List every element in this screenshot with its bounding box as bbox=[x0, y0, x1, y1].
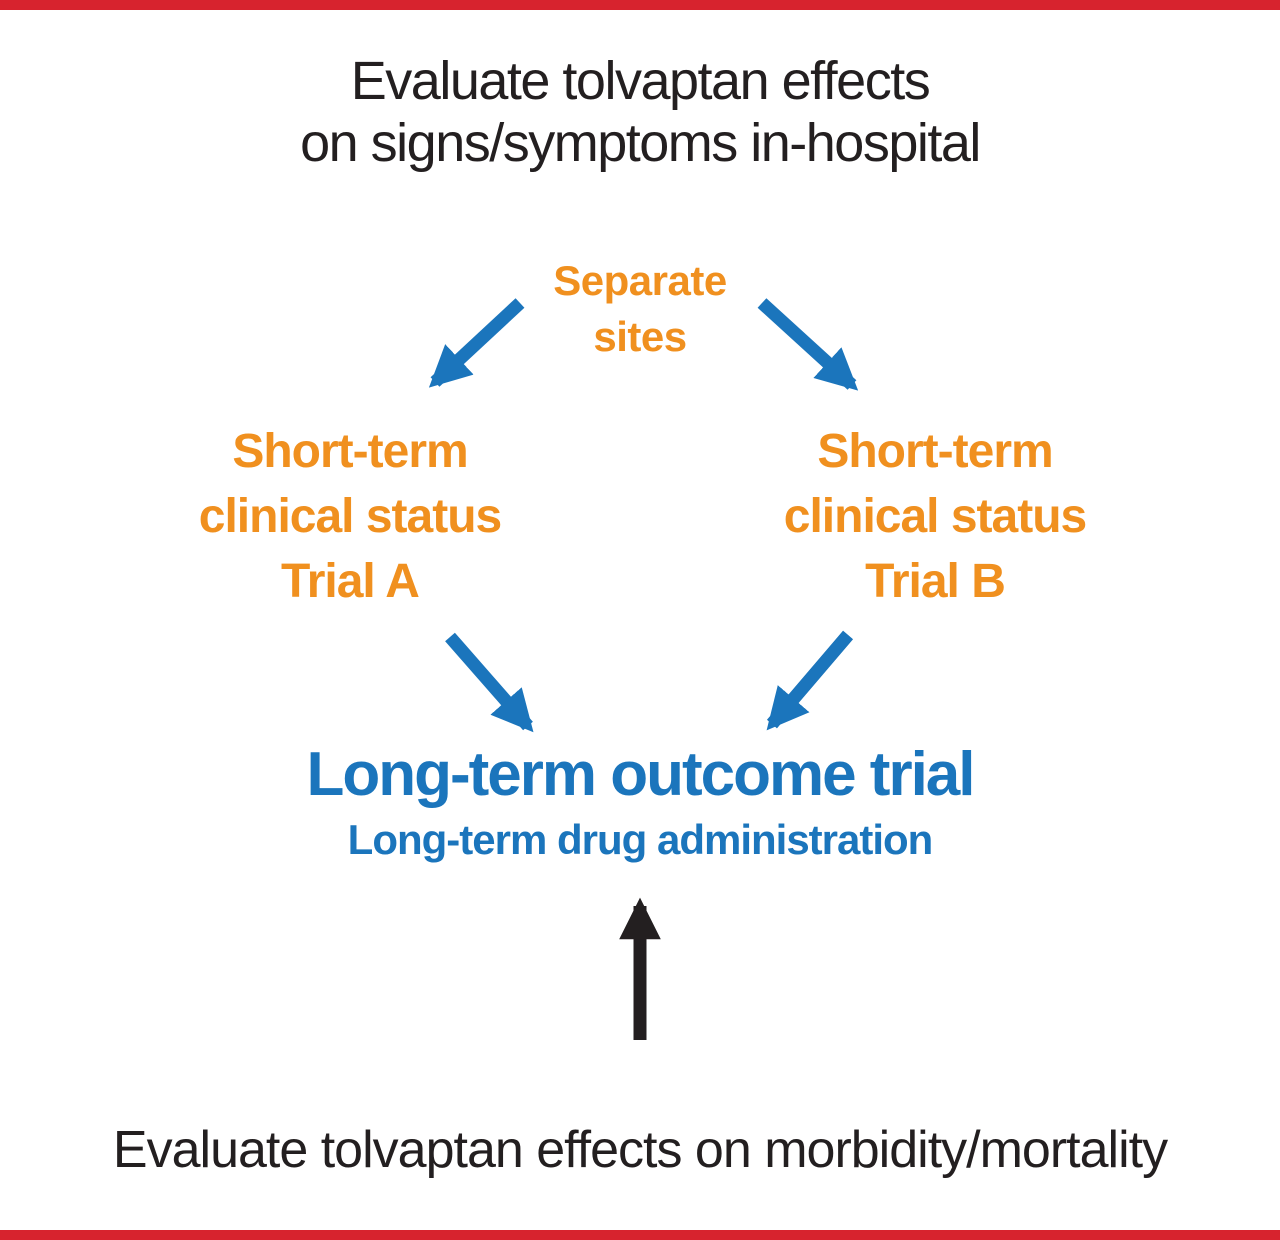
top-caption: Evaluate tolvaptan effects on signs/symp… bbox=[0, 50, 1280, 174]
top-caption-line1: Evaluate tolvaptan effects bbox=[350, 51, 931, 111]
arrow-converge-right-icon-line bbox=[767, 630, 853, 729]
separate-sites-line1: Separate bbox=[553, 257, 727, 304]
outcome-trial-title: Long-term outcome trial bbox=[306, 740, 975, 809]
trial-a-line2: clinical status bbox=[198, 490, 502, 543]
trial-a-block: Short-term clinical status Trial A bbox=[130, 419, 570, 614]
trial-b-line2: clinical status bbox=[783, 490, 1087, 543]
outcome-trial-subtitle: Long-term drug administration bbox=[347, 816, 934, 863]
arrow-converge-left-icon bbox=[445, 632, 534, 733]
trial-a-line3: Trial A bbox=[281, 555, 420, 608]
trial-b-line1: Short-term bbox=[817, 425, 1053, 478]
trial-b-line3: Trial B bbox=[865, 555, 1006, 608]
arrow-converge-right-icon bbox=[766, 630, 853, 731]
trial-a-line1: Short-term bbox=[232, 425, 468, 478]
bottom-border-bar bbox=[0, 1230, 1280, 1240]
top-border-bar bbox=[0, 0, 1280, 10]
separate-sites-label: Separate sites bbox=[0, 253, 1280, 365]
top-caption-line2: on signs/symptoms in-hospital bbox=[300, 113, 981, 173]
bottom-caption: Evaluate tolvaptan effects on morbidity/… bbox=[112, 1121, 1168, 1179]
separate-sites-line2: sites bbox=[593, 313, 687, 360]
trial-b-block: Short-term clinical status Trial B bbox=[715, 419, 1155, 614]
